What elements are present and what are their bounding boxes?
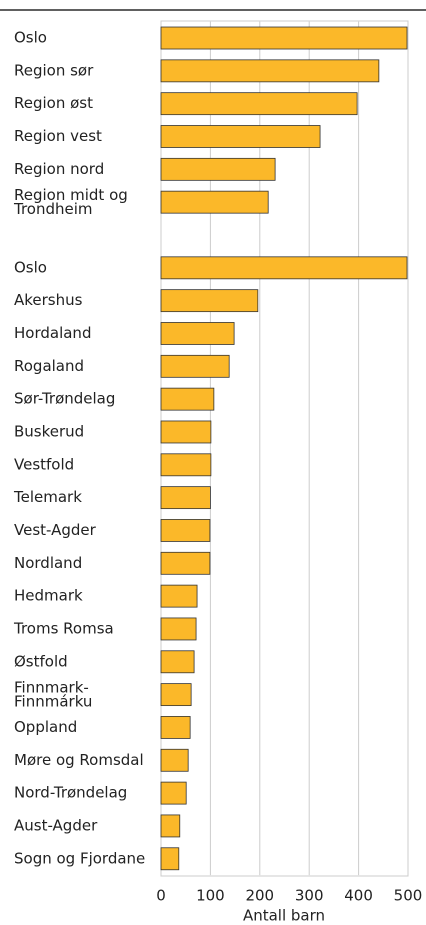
bar [160,354,230,378]
bar [160,814,181,838]
bar [160,847,180,871]
bar [160,781,187,805]
bar [160,289,259,313]
y-tick-label: Østfold [14,652,68,670]
label-line: Finnmárku [14,692,92,710]
y-tick-label: Oslo [14,29,47,47]
bar [160,650,195,674]
y-tick-label: Sogn og Fjordane [14,849,145,867]
bar [160,59,380,83]
y-tick-label: Vest-Agder [14,521,97,539]
x-tick-label: 500 [394,887,423,905]
y-tick-label: Nord-Trøndelag [14,784,127,802]
y-tick-label: Telemark [13,488,82,506]
bar [160,748,189,772]
x-tick-label: 300 [295,887,324,905]
bar [160,683,192,707]
y-tick-label: Akershus [14,291,83,309]
bar [160,92,358,116]
bar [160,584,198,608]
bar [160,256,408,280]
bar [160,26,408,50]
label-line: Finnmark- [14,678,89,696]
y-tick-label: Aust-Agder [14,816,98,834]
bar [160,716,191,739]
x-tick-label: 0 [156,887,166,905]
bar [160,420,212,444]
y-tick-label: Hedmark [14,587,83,605]
label-line: Trondheim [13,200,93,218]
x-tick-label: 400 [344,887,373,905]
y-tick-label: Oslo [14,258,47,276]
bar [160,190,269,214]
y-tick-label: Hordaland [14,324,91,342]
plot-frame [160,20,409,877]
x-tick-label: 100 [196,887,225,905]
y-tick-label: Region midt og Trondheim [13,186,128,218]
label-line: Region midt og [14,186,128,204]
y-tick-label: Region nord [14,160,104,178]
y-tick-label: Troms Romsa [13,619,114,637]
bar [160,157,276,181]
bar [160,453,212,477]
bar [160,551,211,575]
y-tick-label: Region vest [14,127,102,145]
bar [160,519,211,542]
x-axis-label: Antall barn [243,907,325,925]
bar [160,387,215,411]
y-tick-label: Oppland [14,718,77,736]
y-tick-label: Region øst [14,94,93,112]
y-tick-label: Region sør [14,61,94,79]
bar [160,617,197,641]
y-tick-label: Møre og Romsdal [14,751,144,769]
y-tick-label: Buskerud [14,422,84,440]
y-tick-label: Rogaland [14,357,84,375]
y-tick-label: Finnmark-Finnmárku [14,678,92,710]
x-tick-label: 200 [245,887,274,905]
y-tick-label: Nordland [14,554,82,572]
bar [160,486,211,510]
bar [160,322,235,345]
y-tick-label: Vestfold [14,455,74,473]
y-tick-label: Sør-Trøndelag [14,390,115,408]
bar [160,125,321,148]
